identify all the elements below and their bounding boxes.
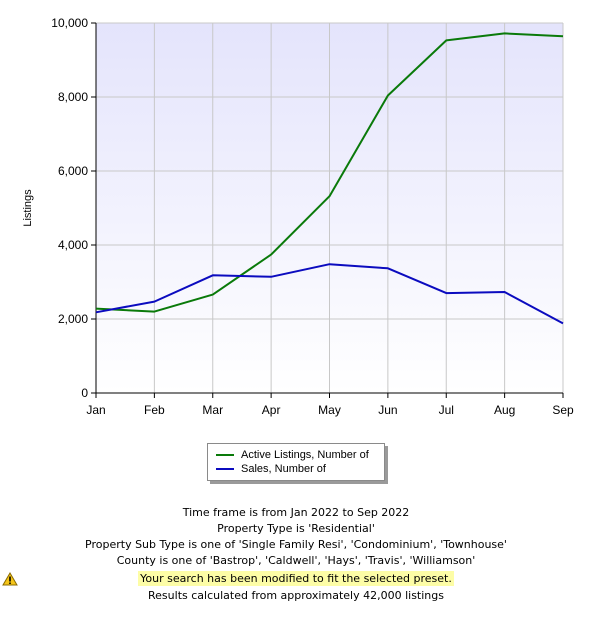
x-tick-label: Sep (552, 403, 574, 417)
y-tick-label: 2,000 (58, 312, 88, 326)
x-tick-labels: Jan Feb Mar Apr May Jun Jul Aug Sep (86, 403, 574, 417)
legend: Active Listings, Number of Sales, Number… (207, 443, 385, 481)
y-tick-label: 8,000 (58, 90, 88, 104)
grid-lines (96, 22, 564, 393)
notice-row: Your search has been modified to fit the… (0, 569, 592, 588)
x-tick-label: May (318, 403, 341, 417)
legend-label-sales: Sales, Number of (241, 463, 326, 475)
x-tick-label: Feb (144, 403, 165, 417)
x-tick-label: Mar (202, 403, 223, 417)
preset-notice: Your search has been modified to fit the… (138, 571, 454, 586)
series-line-active-listings (95, 32, 564, 313)
x-tick-label: Apr (262, 403, 281, 417)
legend-item-sales: Sales, Number of (216, 462, 384, 476)
x-tick-label: Jun (378, 403, 397, 417)
y-axis-title: Listings (22, 189, 34, 227)
x-tick-label: Jul (439, 403, 454, 417)
warning-icon (2, 572, 18, 586)
legend-item-active-listings: Active Listings, Number of (216, 448, 384, 462)
legend-swatch-active-listings (216, 454, 234, 456)
y-tick-label: 10,000 (51, 16, 88, 30)
x-tick-label: Jan (86, 403, 105, 417)
criteria-time-frame: Time frame is from Jan 2022 to Sep 2022 (182, 506, 410, 519)
legend-swatch-sales (216, 468, 234, 470)
criteria-property-sub-type: Property Sub Type is one of 'Single Fami… (85, 538, 507, 551)
y-tick-labels: 0 2,000 4,000 6,000 8,000 10,000 (51, 16, 88, 400)
series-lines (95, 32, 564, 325)
tick-marks (91, 22, 564, 398)
criteria-county: County is one of 'Bastrop', 'Caldwell', … (116, 554, 476, 567)
y-tick-label: 0 (81, 386, 88, 400)
y-tick-label: 4,000 (58, 238, 88, 252)
line-chart: 0 2,000 4,000 6,000 8,000 10,000 Jan Feb Mar Apr… (22, 16, 574, 417)
x-tick-label: Aug (494, 403, 515, 417)
results-footer: Results calculated from approximately 42… (148, 589, 444, 602)
y-tick-label: 6,000 (58, 164, 88, 178)
criteria-property-type: Property Type is 'Residential' (217, 522, 375, 535)
legend-label-active-listings: Active Listings, Number of (241, 449, 369, 461)
search-criteria: Time frame is from Jan 2022 to Sep 2022 … (0, 505, 592, 604)
series-line-sales (95, 263, 564, 325)
